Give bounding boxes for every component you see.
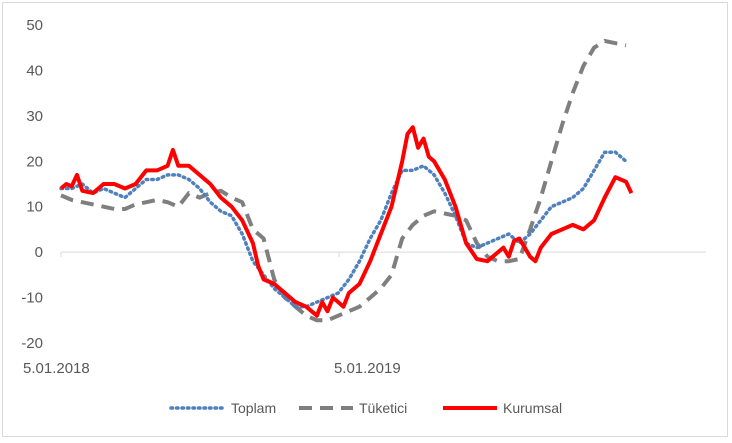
y-tick-label: 40 [26,62,43,79]
chart-frame: -20 -10 0 10 20 30 40 50 5.01.2018 5.01.2019 Top… [2,2,728,437]
y-tick-label: 0 [35,244,43,261]
y-tick-label: 50 [26,17,43,34]
legend-label: Kurumsal [503,400,562,416]
y-tick-label: 20 [26,153,43,170]
legend-label: Toplam [231,400,276,416]
series-layer [59,38,634,323]
y-axis-ticks: -20 -10 0 10 20 30 40 50 [21,17,43,352]
x-tick-label: 5.01.2018 [23,360,90,377]
series-line-kurumsal [59,125,634,318]
legend: Toplam Tüketici Kurumsal [169,400,562,416]
legend-label: Tüketici [359,400,407,416]
y-tick-label: 10 [26,199,43,216]
line-chart: -20 -10 0 10 20 30 40 50 5.01.2018 5.01.2019 Top… [21,17,706,416]
y-tick-label: 30 [26,108,43,125]
y-tick-label: -20 [21,335,43,352]
y-tick-label: -10 [21,290,43,307]
series-line-t-ketici [60,38,627,323]
x-tick-label: 5.01.2019 [334,360,401,377]
series-line-toplam [59,150,628,309]
x-axis-ticks: 5.01.2018 5.01.2019 [23,252,401,377]
